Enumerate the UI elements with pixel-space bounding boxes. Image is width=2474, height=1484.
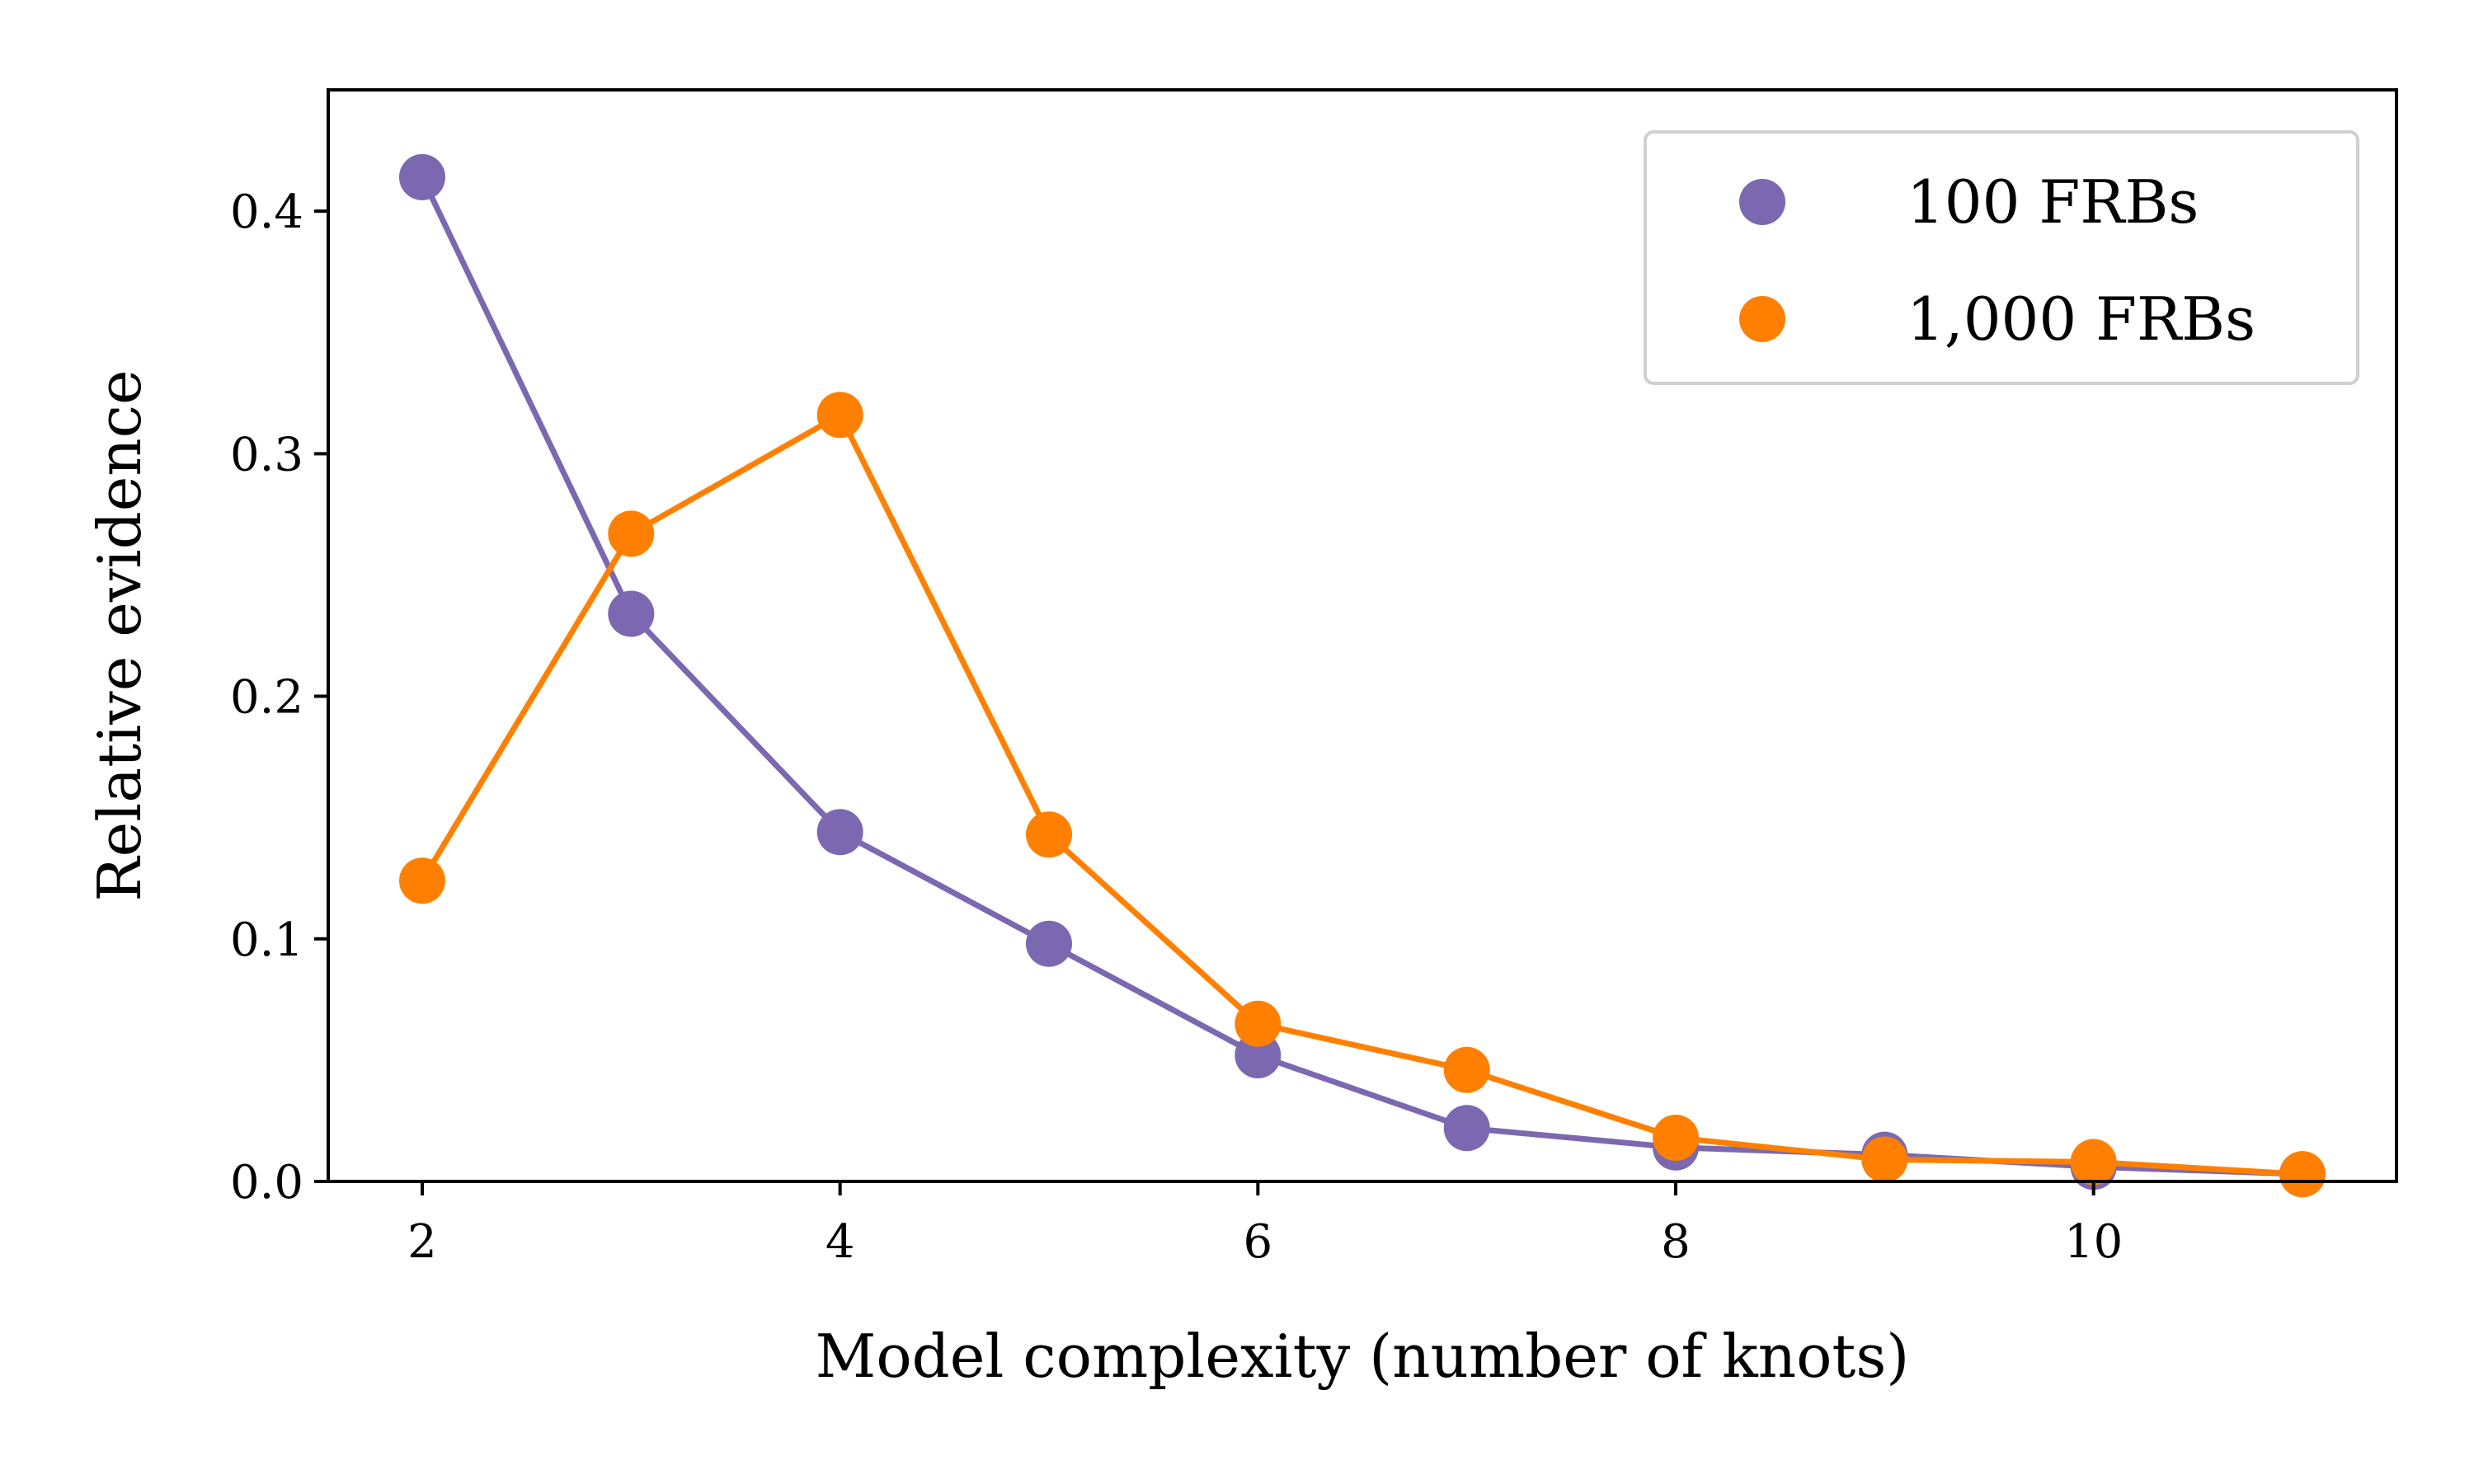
legend-box [1644,130,2359,385]
y-tick-label: 0.0 [230,1156,303,1209]
y-tick-label: 0.3 [230,428,303,481]
legend-marker-1000-frbs [1739,296,1785,342]
tick-layer: 2 4 6 8 10 0.0 0.1 0.2 0.3 0.4 [230,186,2123,1269]
series-1-point-9 [1861,1136,1908,1183]
y-tick-label: 0.1 [230,913,303,967]
series-1-point-10 [2070,1139,2117,1186]
series-1-point-4 [816,392,863,439]
x-tick-label: 10 [2064,1215,2123,1269]
y-tick-label: 0.4 [230,186,303,239]
legend-marker-100-frbs [1739,179,1785,225]
series-0-point-7 [1443,1105,1490,1152]
series-0-point-2 [399,153,445,200]
legend-label-100-frbs: 100 FRBs [1907,167,2199,237]
x-tick-label: 8 [1661,1215,1691,1269]
series-1-point-5 [1026,811,1072,858]
series-1-point-11 [2279,1151,2326,1198]
series-layer [399,153,2326,1198]
series-0-point-4 [816,809,863,856]
series-1-point-6 [1235,1000,1282,1047]
plot-frame [327,88,2398,1183]
series-1-point-7 [1443,1046,1490,1093]
y-tick-label: 0.2 [230,671,303,725]
x-tick-label: 4 [825,1215,855,1269]
y-axis-label: Relative evidence [85,369,154,901]
x-axis-label: Model complexity (number of knots) [816,1322,1910,1391]
x-tick-label: 6 [1244,1215,1273,1269]
legend-label-1000-frbs: 1,000 FRBs [1907,284,2255,354]
series-line-1 [420,411,2303,1177]
series-0-point-5 [1026,920,1072,967]
x-tick-label: 2 [407,1215,437,1269]
series-1-point-3 [608,510,655,557]
legend: 100 FRBs 1,000 FRBs [1644,130,2359,385]
series-1-point-2 [399,857,445,904]
series-0-point-3 [608,590,655,637]
series-1-point-8 [1653,1115,1699,1161]
